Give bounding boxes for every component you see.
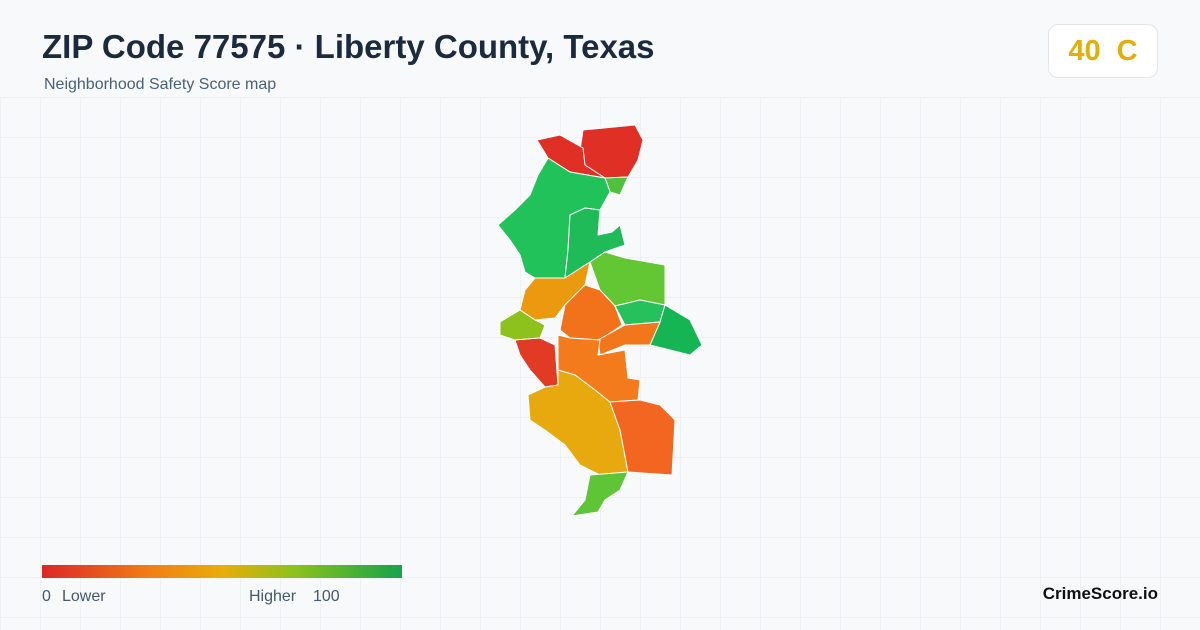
score-value: 40 — [1068, 34, 1101, 67]
legend-high: Higher — [249, 588, 297, 605]
score-badge: 40 C — [1048, 24, 1158, 78]
score-grade: C — [1116, 34, 1138, 67]
legend-max: 100 — [313, 588, 340, 605]
brand: CrimeScore.io — [1042, 584, 1158, 603]
legend-gradient — [42, 565, 402, 578]
legend-min: 0 — [42, 588, 51, 605]
legend-low: Lower — [62, 588, 106, 605]
title: ZIP Code 77575 · Liberty County, Texas — [42, 28, 655, 65]
subtitle: Neighborhood Safety Score map — [44, 76, 277, 93]
zip-regions — [497, 124, 703, 517]
